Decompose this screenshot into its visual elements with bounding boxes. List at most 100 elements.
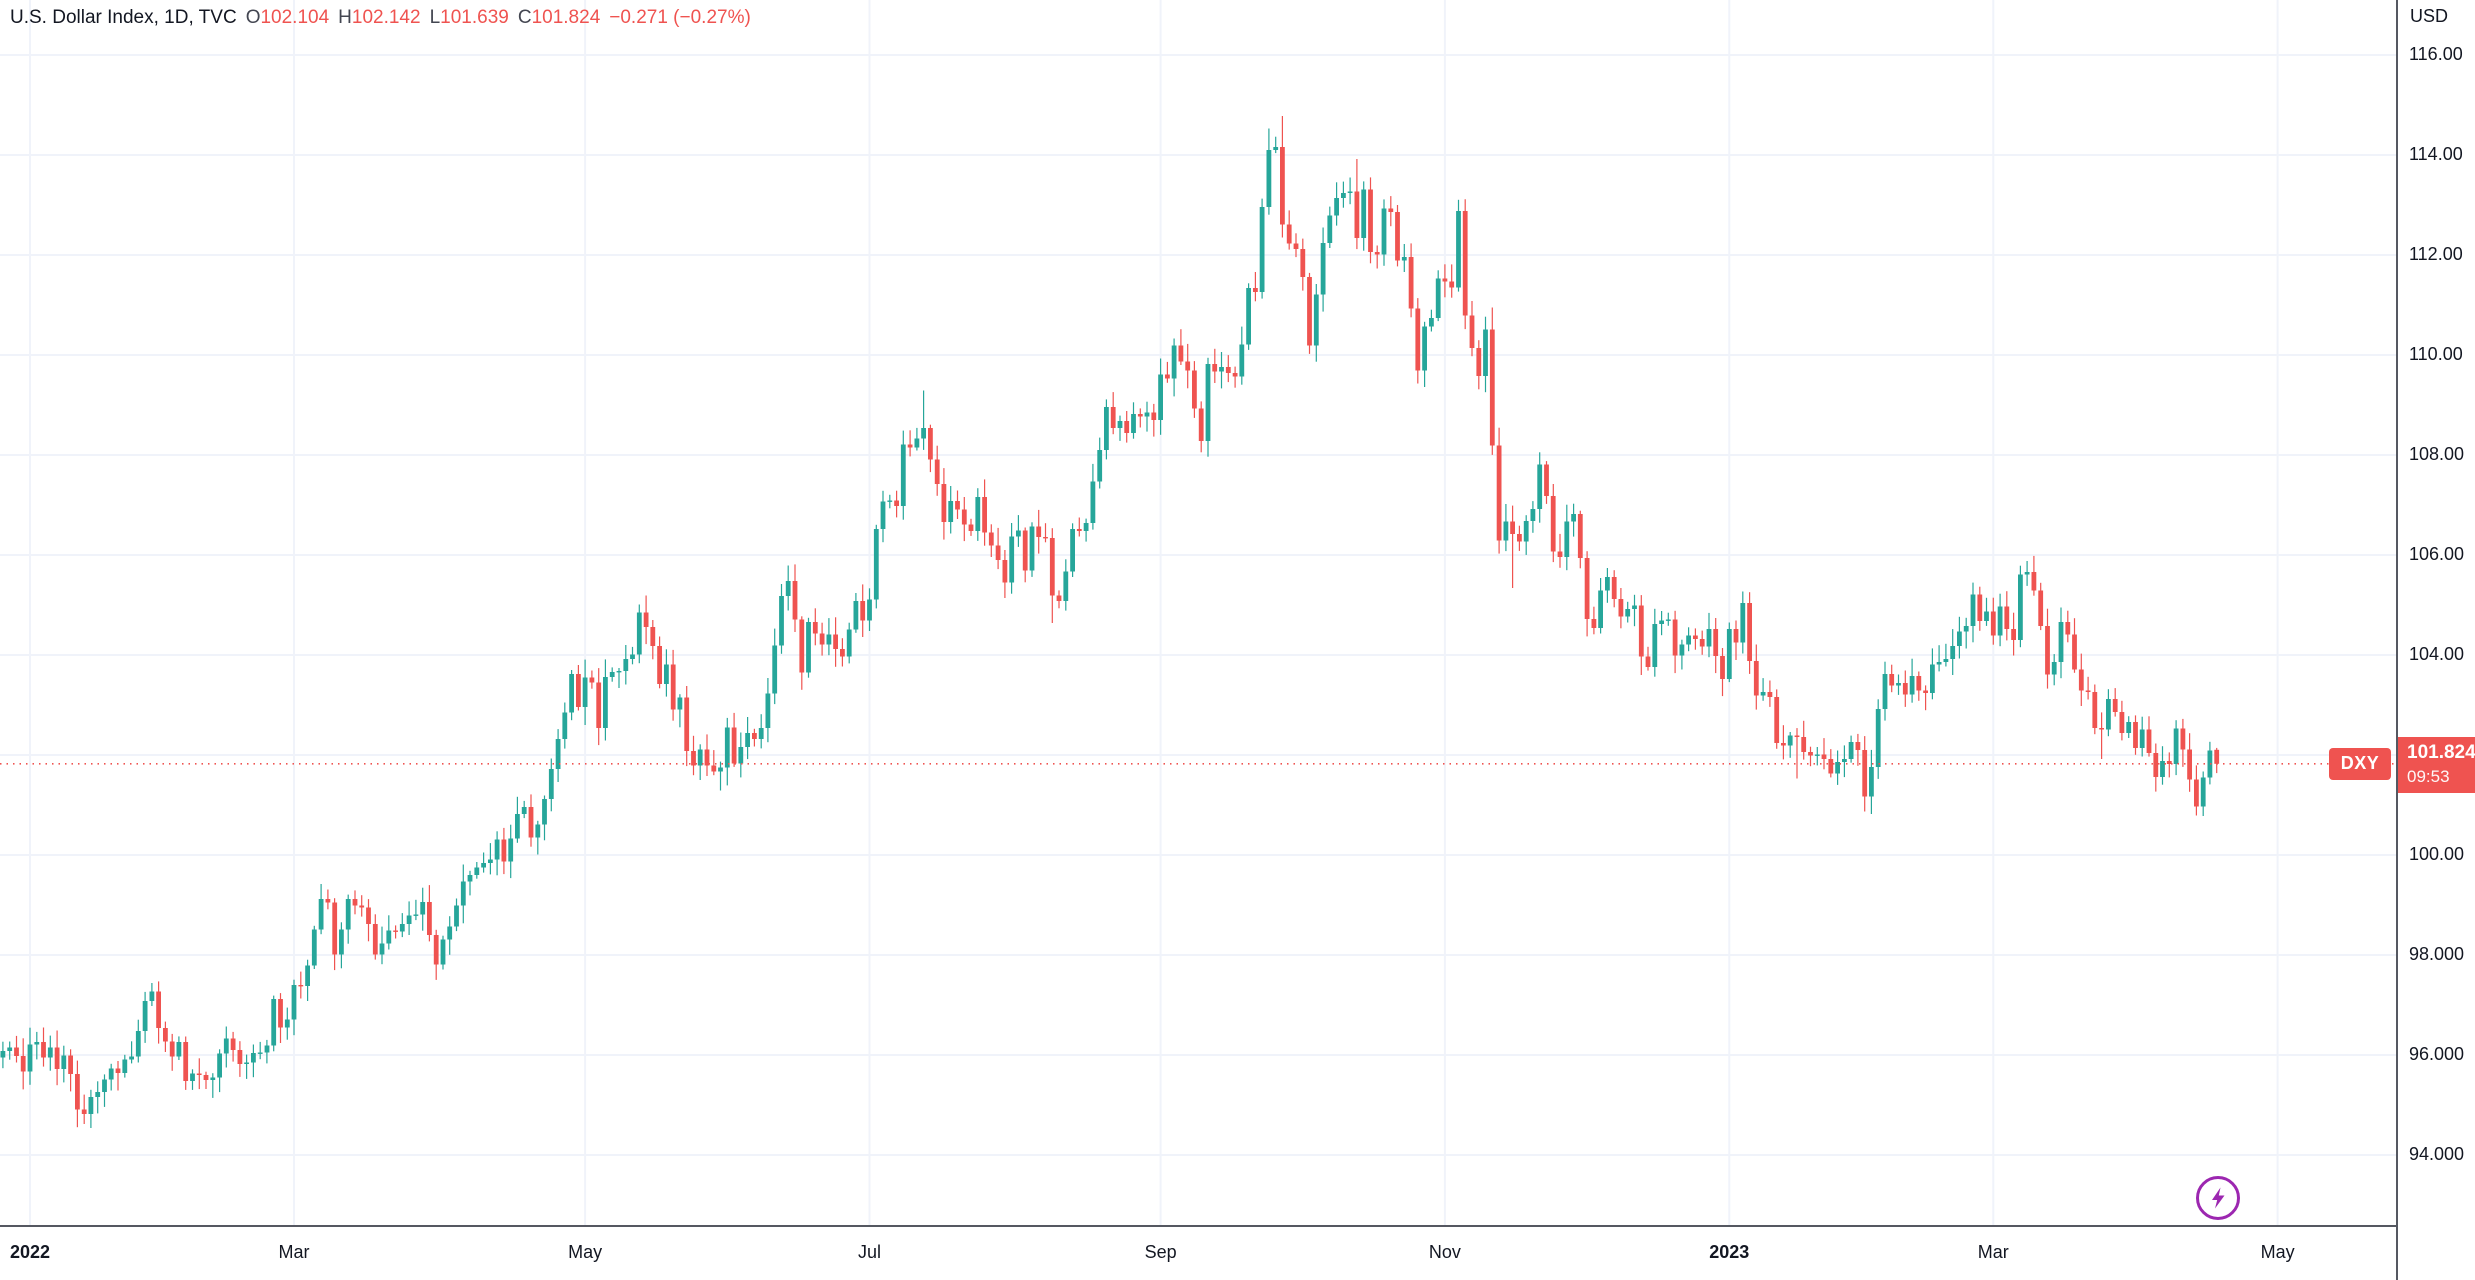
candle-body <box>1178 345 1184 362</box>
candle-body <box>758 728 764 739</box>
candle-body <box>2031 572 2037 591</box>
time-axis-label: 2022 <box>9 1242 51 1262</box>
candle-body <box>948 501 954 522</box>
price-axis-label: 94.000 <box>2409 1144 2465 1164</box>
candle-body <box>129 1056 134 1060</box>
time-axis-label: Jul <box>857 1242 881 1262</box>
candle-body <box>196 1073 202 1075</box>
candle-body <box>271 999 277 1046</box>
candle-body <box>873 529 879 600</box>
candle-body <box>1848 742 1854 759</box>
price-axis-label: 112.00 <box>2409 244 2463 264</box>
candle-body <box>2133 722 2138 748</box>
candle-body <box>339 929 344 955</box>
symbol-title[interactable]: U.S. Dollar Index, 1D, TVC <box>10 7 237 28</box>
candle-body <box>1997 606 2003 636</box>
candle-body <box>75 1074 80 1110</box>
candle-body <box>0 1051 6 1058</box>
candlestick-chart[interactable] <box>0 0 2396 1225</box>
candle-body <box>1550 496 1556 552</box>
legend[interactable]: U.S. Dollar Index, 1D, TVC O102.104 H102.… <box>10 6 751 30</box>
candle-body <box>1388 208 1394 212</box>
candle-body <box>1165 374 1170 379</box>
candle-body <box>724 727 730 768</box>
candle-body <box>928 428 933 460</box>
candle-body <box>2058 622 2064 662</box>
candle-body <box>2051 662 2057 675</box>
candle-body <box>643 612 649 627</box>
candle-body <box>2180 728 2186 750</box>
candle-body <box>1076 529 1082 531</box>
candle-body <box>1896 683 1901 686</box>
time-axis-label: Nov <box>1428 1242 1461 1262</box>
candle-body <box>1869 767 1874 797</box>
candle-body <box>149 991 155 1001</box>
candle-body <box>460 881 466 906</box>
candle-body <box>1347 191 1353 193</box>
candle-body <box>2085 690 2091 692</box>
candle-body <box>752 733 757 739</box>
candle-body <box>1652 624 1658 667</box>
candle-body <box>542 799 547 825</box>
candle-body <box>812 622 818 634</box>
candle-body <box>1659 620 1664 624</box>
candle-body <box>2112 699 2118 712</box>
candle-body <box>1990 611 1996 636</box>
candle-body <box>867 599 872 621</box>
candle-body <box>1909 676 1915 695</box>
candle-body <box>393 930 398 932</box>
candle-body <box>657 646 662 684</box>
candle-body <box>2126 722 2132 733</box>
candle-body <box>1483 329 1488 376</box>
candle-body <box>20 1056 26 1072</box>
candle-body <box>81 1109 87 1114</box>
candle-body <box>1300 249 1306 277</box>
candle-body <box>1760 692 1766 696</box>
candle-body <box>230 1038 236 1050</box>
candle-body <box>1808 752 1813 756</box>
candle-body <box>1415 308 1421 371</box>
candle-body <box>494 839 500 860</box>
candle-body <box>1916 676 1922 691</box>
candle-body <box>237 1050 243 1064</box>
candle-body <box>305 965 310 986</box>
candle-body <box>860 601 866 621</box>
candle-body <box>1970 594 1976 626</box>
candle-body <box>284 1019 290 1028</box>
candle-body <box>887 500 893 502</box>
candle-body <box>1645 656 1651 667</box>
candle-body <box>664 664 669 684</box>
candle-body <box>1875 709 1881 767</box>
candle-body <box>1693 635 1698 639</box>
candle-body <box>27 1044 33 1072</box>
candle-body <box>894 500 899 506</box>
candle-body <box>1144 412 1150 417</box>
candle-body <box>399 924 405 932</box>
last-price-tag: 101.824 09:53 <box>2398 736 2475 793</box>
candle-body <box>142 1001 148 1031</box>
candle-body <box>68 1055 73 1074</box>
candle-body <box>988 532 994 546</box>
candle-body <box>1063 571 1069 601</box>
price-axis[interactable]: USD 101.824 09:53 116.00 114.00 112.00 110.… <box>2396 0 2475 1280</box>
chart-pane[interactable]: DXY <box>0 0 2396 1225</box>
candle-body <box>223 1038 229 1054</box>
candle-body <box>1618 599 1624 617</box>
candle-body <box>1259 207 1265 292</box>
candle-body <box>1334 198 1339 216</box>
legend-change: −0.271 (−0.27%) <box>609 7 751 28</box>
candle-body <box>569 674 574 713</box>
candle-body <box>1889 674 1895 686</box>
candle-body <box>501 839 507 862</box>
candle-body <box>1422 326 1427 371</box>
quick-trade-button[interactable] <box>2196 1176 2240 1220</box>
candle-body <box>1537 464 1543 509</box>
candle-body <box>1293 243 1299 249</box>
candle-body <box>1699 639 1705 647</box>
candle-body <box>427 902 432 935</box>
candle-body <box>975 497 981 531</box>
candle-body <box>1286 224 1292 244</box>
candle-body <box>1489 329 1495 446</box>
candle-body <box>88 1097 94 1114</box>
time-axis[interactable]: 2022 Mar May Jul Sep Nov 2023 Mar May <box>0 1225 2475 1280</box>
